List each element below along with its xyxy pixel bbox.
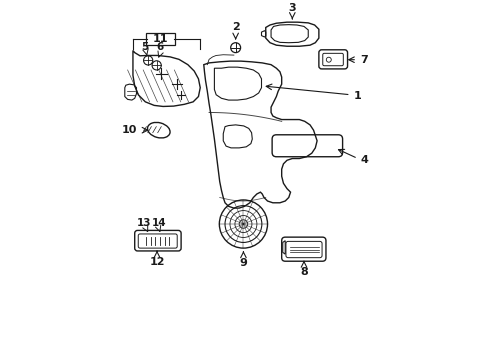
Text: 13: 13 [136,218,151,228]
Text: 12: 12 [149,257,164,267]
Text: 10: 10 [122,125,137,135]
Text: 6: 6 [156,42,163,52]
Text: 14: 14 [151,218,166,228]
Text: 9: 9 [239,258,247,268]
Text: 5: 5 [141,42,148,52]
Text: 8: 8 [300,267,307,277]
Text: 1: 1 [353,91,361,101]
Text: 11: 11 [152,34,167,44]
Text: 2: 2 [231,22,239,32]
Text: 4: 4 [360,154,368,165]
Text: 7: 7 [359,55,367,65]
Text: 3: 3 [288,3,296,13]
